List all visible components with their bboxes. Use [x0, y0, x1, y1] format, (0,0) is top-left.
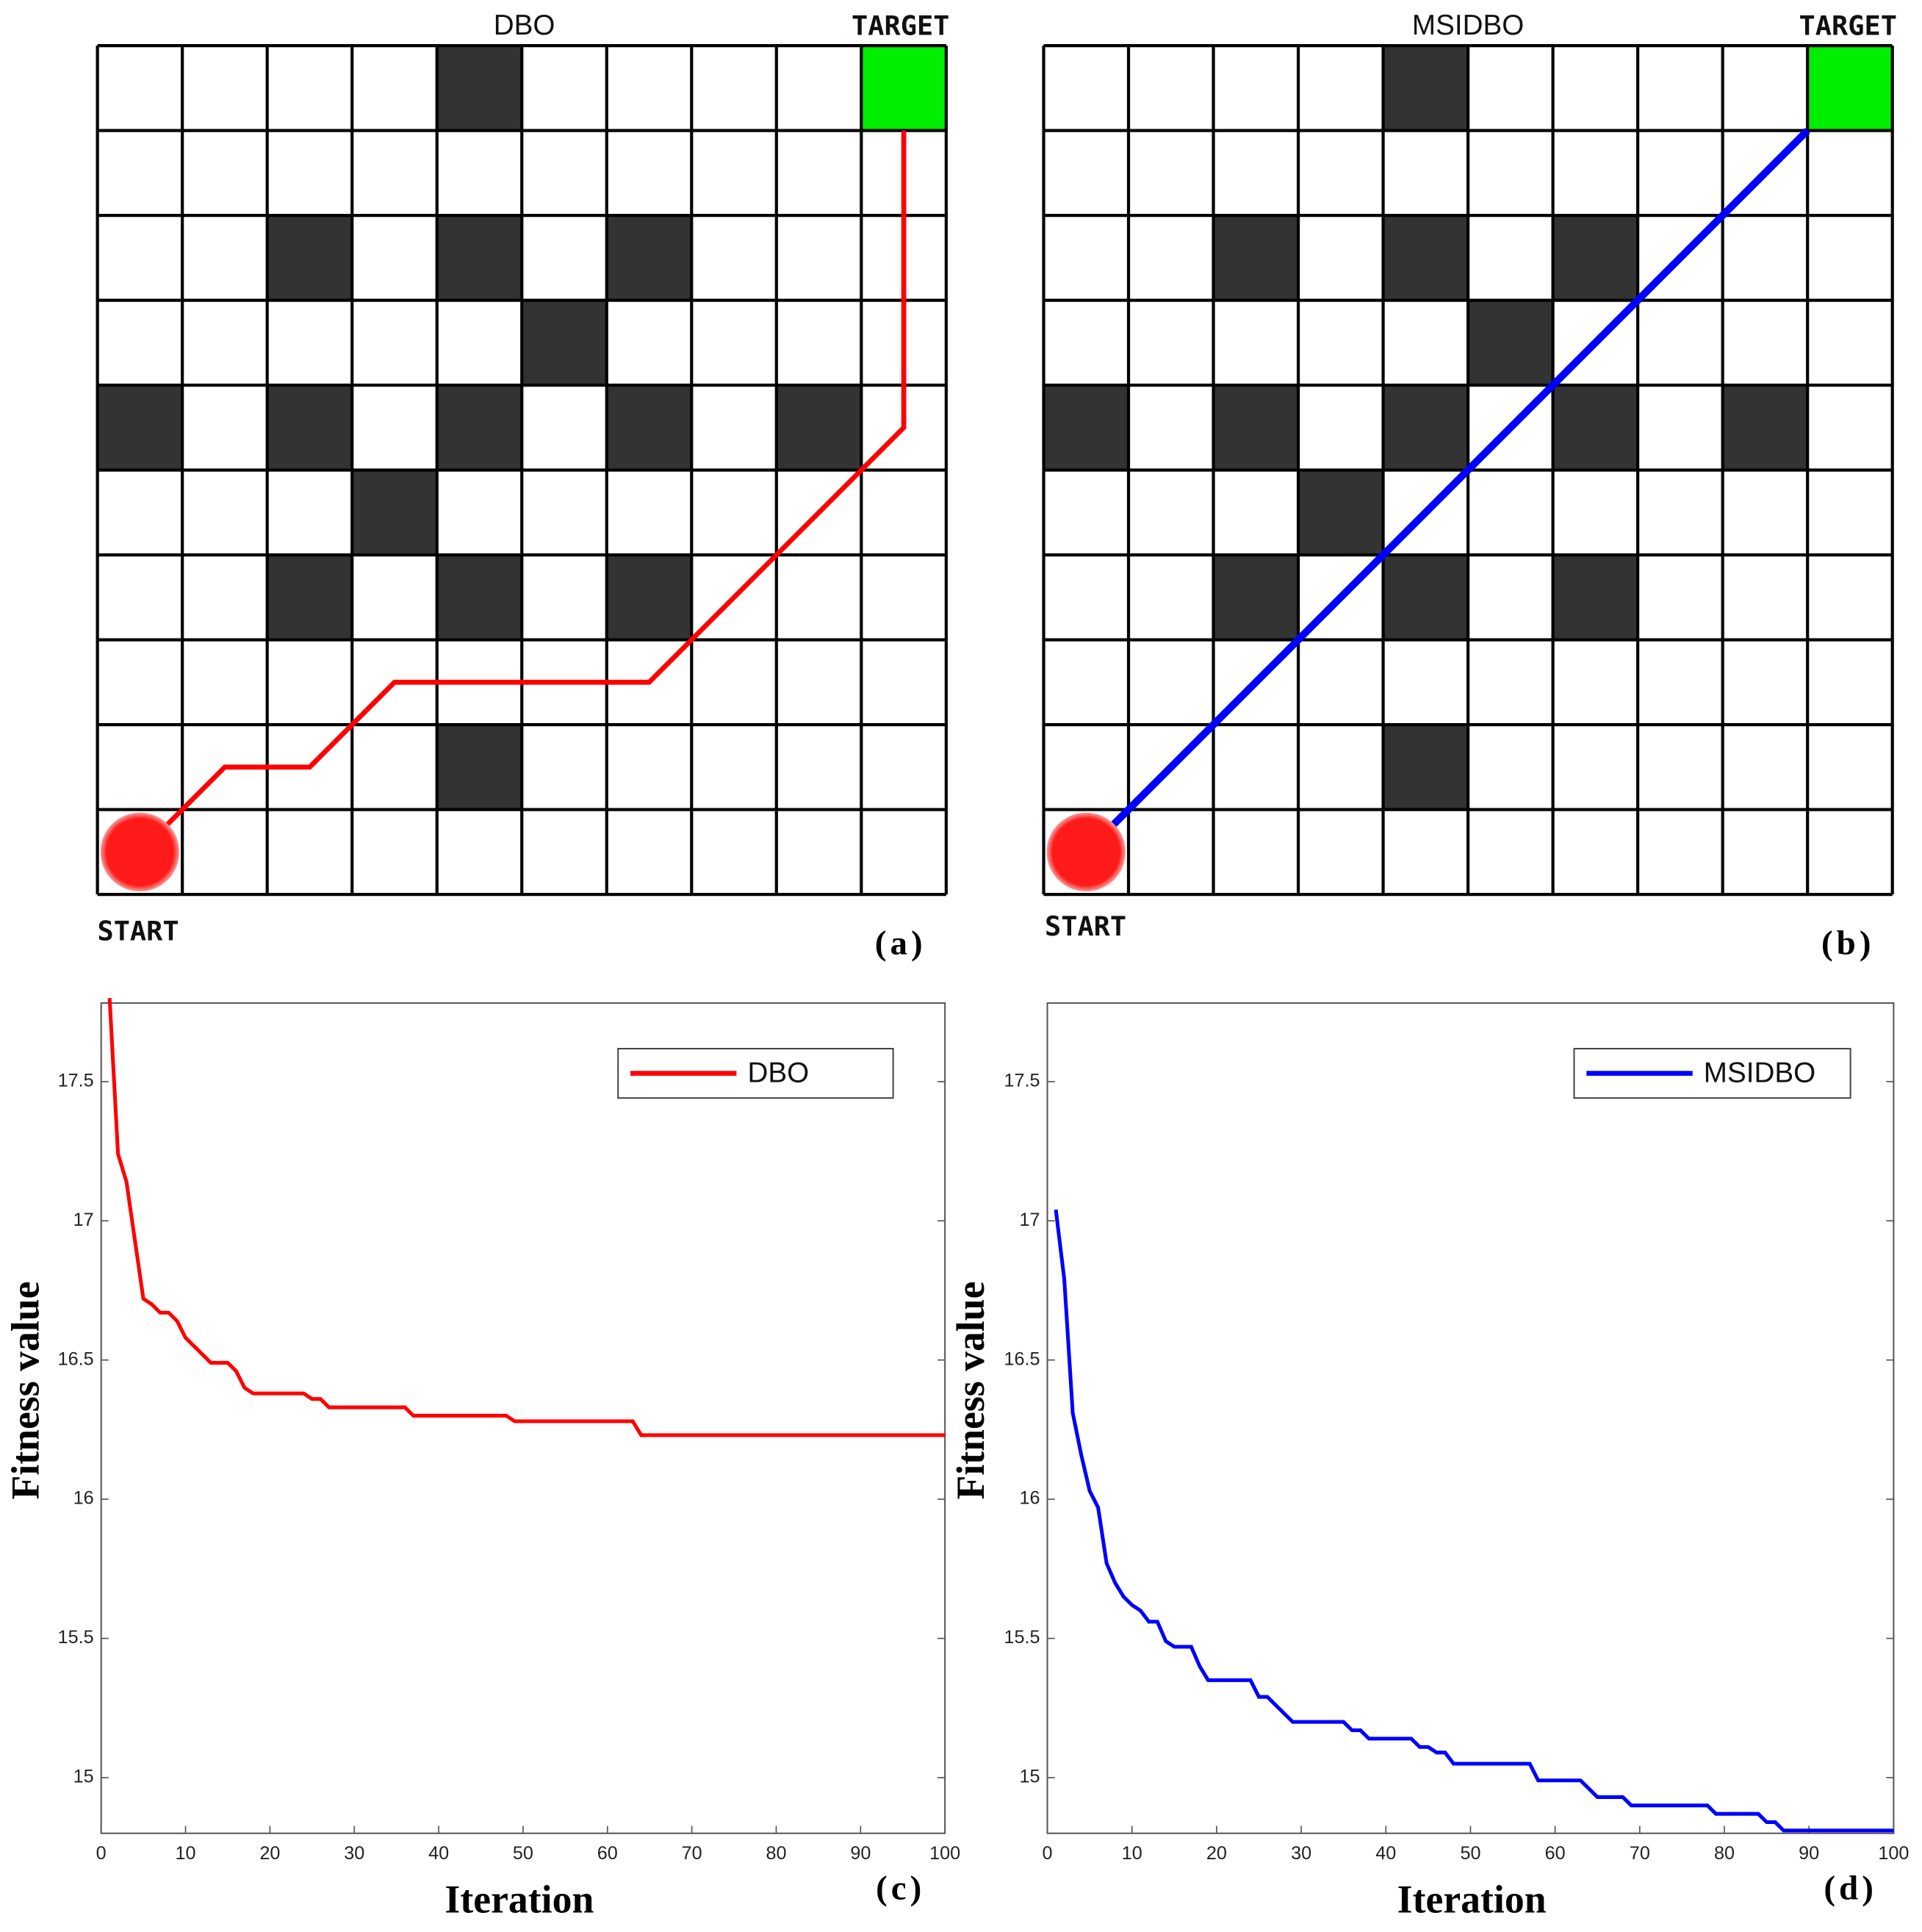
- obstacle: [267, 385, 353, 470]
- panel-label: (d): [1824, 1869, 1877, 1907]
- obstacle: [267, 555, 353, 640]
- obstacle: [1552, 385, 1638, 470]
- obstacle: [1383, 215, 1469, 301]
- start-point: [1046, 812, 1126, 892]
- y-axis-label: Fitness value: [949, 1282, 993, 1500]
- x-tick-label: 80: [1714, 1843, 1735, 1864]
- x-tick-label: 10: [1122, 1843, 1142, 1864]
- target-cell: [861, 46, 946, 131]
- plot-area: [1046, 1002, 1895, 1834]
- plot-area: [100, 1002, 946, 1834]
- y-tick-label: 17.5: [58, 1070, 94, 1091]
- panel-label: (a): [875, 924, 926, 962]
- x-tick-label: 50: [1460, 1843, 1480, 1864]
- obstacle: [606, 555, 692, 640]
- title: DBO: [494, 10, 555, 41]
- x-tick-label: 50: [513, 1843, 533, 1864]
- obstacle: [776, 385, 862, 470]
- x-tick-label: 40: [1375, 1843, 1396, 1864]
- x-tick-label: 70: [1630, 1843, 1650, 1864]
- obstacle: [1552, 555, 1638, 640]
- target-label: TARGET: [1799, 10, 1897, 41]
- y-tick-label: 17.5: [1004, 1070, 1040, 1091]
- x-axis-label: Iteration: [444, 1878, 594, 1922]
- x-axis-label: Iteration: [1397, 1878, 1547, 1922]
- obstacle: [267, 215, 353, 301]
- obstacle: [1383, 385, 1469, 470]
- start-label: START: [97, 916, 179, 947]
- obstacle: [436, 46, 522, 131]
- x-tick-label: 80: [766, 1843, 786, 1864]
- obstacle: [1383, 46, 1469, 131]
- obstacle: [606, 215, 692, 301]
- start-point: [100, 812, 180, 892]
- x-tick-label: 90: [1799, 1843, 1819, 1864]
- series-line: [1054, 1209, 1894, 1833]
- y-tick-label: 15: [73, 1767, 94, 1787]
- x-tick-label: 0: [1043, 1843, 1053, 1864]
- x-tick-label: 100: [929, 1843, 960, 1864]
- x-tick-label: 60: [597, 1843, 618, 1864]
- target-cell: [1807, 46, 1893, 131]
- obstacle: [606, 385, 692, 470]
- y-tick-label: 17: [73, 1210, 94, 1230]
- x-tick-label: 20: [259, 1843, 280, 1864]
- obstacle: [436, 215, 522, 301]
- y-tick-label: 16: [1019, 1488, 1040, 1509]
- obstacle: [1552, 215, 1638, 301]
- y-tick-label: 15.5: [58, 1627, 94, 1648]
- y-tick-label: 16.5: [58, 1349, 94, 1369]
- legend-label: MSIDBO: [1704, 1057, 1815, 1088]
- title: MSIDBO: [1412, 10, 1524, 41]
- series-line: [107, 998, 946, 1437]
- obstacle: [97, 385, 183, 470]
- obstacle: [1722, 385, 1808, 470]
- obstacle: [436, 555, 522, 640]
- x-tick-label: 30: [344, 1843, 364, 1864]
- x-tick-label: 100: [1878, 1843, 1909, 1864]
- obstacle: [1213, 385, 1299, 470]
- x-tick-label: 20: [1206, 1843, 1227, 1864]
- x-tick-label: 0: [96, 1843, 107, 1864]
- panel-label: (b): [1821, 924, 1875, 962]
- panel-label: (c): [876, 1869, 925, 1907]
- x-tick-label: 60: [1545, 1843, 1566, 1864]
- legend-label: DBO: [748, 1057, 810, 1088]
- target-label: TARGET: [852, 10, 949, 41]
- obstacle: [436, 725, 522, 810]
- x-tick-label: 10: [176, 1843, 196, 1864]
- y-axis-label: Fitness value: [4, 1282, 48, 1500]
- obstacle: [352, 470, 437, 556]
- obstacle: [1383, 725, 1469, 810]
- x-tick-label: 90: [850, 1843, 871, 1864]
- obstacle: [1468, 300, 1553, 386]
- y-tick-label: 16.5: [1004, 1349, 1040, 1369]
- y-tick-label: 17: [1019, 1210, 1040, 1230]
- x-tick-label: 70: [682, 1843, 702, 1864]
- obstacle: [1213, 215, 1299, 301]
- path-line: [138, 130, 907, 854]
- x-tick-label: 40: [428, 1843, 449, 1864]
- obstacle: [522, 300, 607, 386]
- path-line: [1083, 128, 1810, 855]
- y-tick-label: 15: [1019, 1767, 1040, 1787]
- start-label: START: [1045, 911, 1126, 942]
- y-tick-label: 15.5: [1004, 1627, 1040, 1648]
- obstacle: [1298, 470, 1383, 556]
- y-tick-label: 16: [73, 1488, 94, 1509]
- obstacle: [1043, 385, 1129, 470]
- obstacle: [1383, 555, 1469, 640]
- obstacle: [436, 385, 522, 470]
- x-tick-label: 30: [1291, 1843, 1311, 1864]
- obstacle: [1213, 555, 1299, 640]
